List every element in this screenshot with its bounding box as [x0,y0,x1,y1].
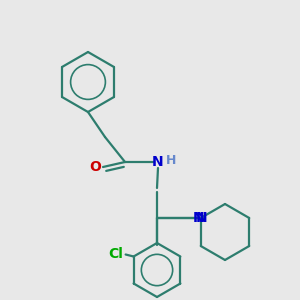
Text: N: N [152,155,164,169]
Text: O: O [89,160,101,174]
Text: N: N [193,211,205,225]
Text: N: N [196,211,208,225]
Text: Cl: Cl [108,248,123,262]
Text: H: H [166,154,176,166]
